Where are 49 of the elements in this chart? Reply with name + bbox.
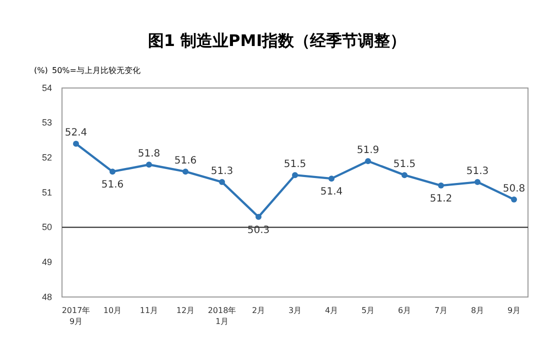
- x-tick-label: 4月: [324, 306, 338, 315]
- y-tick-label: 52: [42, 152, 52, 163]
- point: [474, 179, 480, 186]
- data-label: 51.3: [466, 166, 489, 178]
- point: [402, 172, 408, 178]
- point: [365, 158, 371, 164]
- data-label: 51.8: [138, 148, 160, 160]
- x-tick-label: 8月: [470, 306, 484, 315]
- data-label: 51.6: [101, 180, 124, 191]
- y-tick-label: 54: [42, 82, 52, 93]
- point: [292, 172, 298, 178]
- point: [438, 182, 444, 189]
- point: [219, 179, 225, 186]
- data-label: 51.5: [284, 159, 306, 170]
- x-tick-label: 10月: [103, 306, 122, 315]
- y-tick-label: 50: [42, 222, 52, 232]
- data-label: 51.4: [320, 186, 343, 198]
- point: [182, 168, 188, 175]
- data-label: 51.2: [430, 194, 452, 205]
- data-label: 51.6: [174, 156, 197, 167]
- data-label: 50.3: [247, 224, 270, 236]
- data-label: 51.9: [356, 145, 380, 156]
- text: 50%=与上月比较无变化: [52, 66, 140, 75]
- y-tick-label: 48: [42, 292, 52, 302]
- point: [146, 162, 152, 168]
- x-tick-label: 2017年 9月: [62, 306, 90, 326]
- x-tick-label: 3月: [288, 306, 302, 315]
- y-tick-label: 51: [42, 187, 52, 198]
- data-label: 51.5: [393, 159, 416, 170]
- x-tick-label: 2018年 1月: [208, 306, 236, 326]
- x-tick-label: 6月: [398, 306, 412, 315]
- x-tick-label: 7月: [434, 306, 448, 315]
- point: [511, 196, 517, 202]
- point: [256, 214, 262, 220]
- data-label: 51.3: [210, 166, 234, 178]
- chart-title: 图1 制造业PMI指数（经季节调整）: [148, 31, 406, 50]
- y-axis-title: (%): [34, 66, 48, 75]
- y-tick-label: 53: [42, 118, 52, 128]
- x-tick-label: 12月: [176, 306, 195, 315]
- y-tick-label: 49: [42, 257, 52, 268]
- data-label: 52.4: [64, 128, 88, 139]
- point: [110, 168, 116, 175]
- point: [73, 140, 79, 147]
- x-tick-label: 5月: [361, 306, 375, 315]
- x-tick-label: 2月: [252, 306, 266, 315]
- x-tick-label: 9月: [507, 306, 521, 315]
- point: [328, 176, 334, 182]
- x-tick-label: 11月: [140, 306, 158, 315]
- data-label: 50.8: [502, 183, 526, 194]
